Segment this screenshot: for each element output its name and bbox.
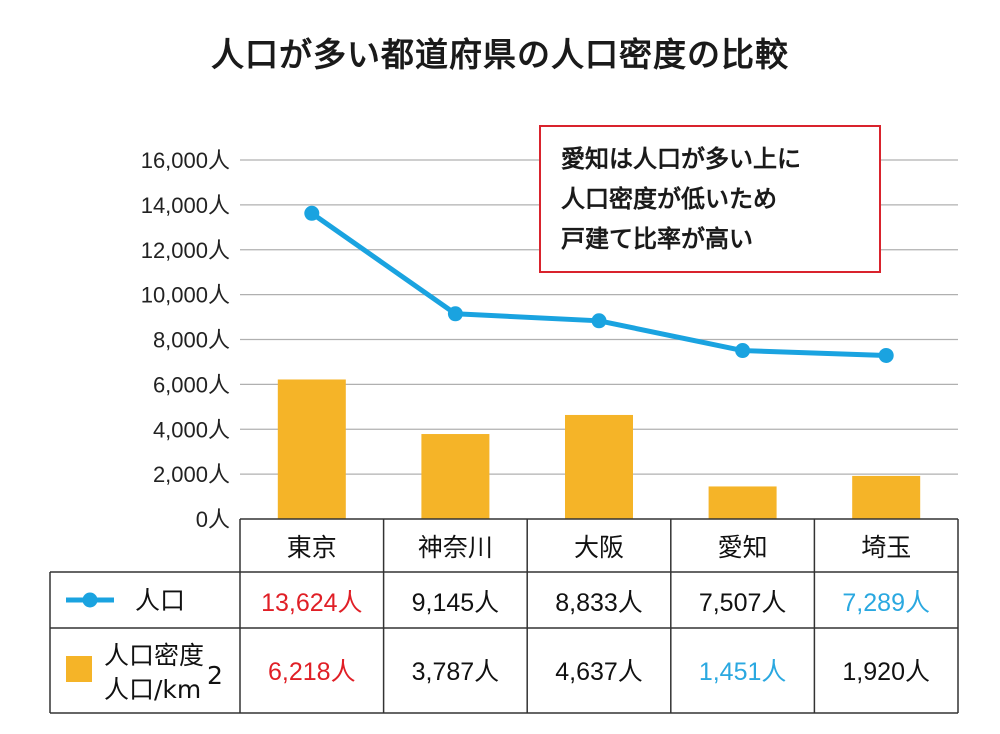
category-label: 愛知 xyxy=(718,533,768,562)
density-cell: 1,920人 xyxy=(842,658,930,686)
category-label: 神奈川 xyxy=(418,533,493,562)
callout-line-2: 人口密度が低いため xyxy=(561,185,777,213)
row-label-density-unit: 人口/km xyxy=(104,675,201,704)
population-cell: 8,833人 xyxy=(555,589,643,617)
y-tick-label: 6,000人 xyxy=(153,372,230,397)
chart-title: 人口が多い都道府県の人口密度の比較 xyxy=(211,35,789,74)
callout-line-3: 戸建て比率が高い xyxy=(561,225,753,253)
row-label-density: 人口密度 xyxy=(104,641,204,670)
population-point xyxy=(735,343,751,359)
legend-bar-icon xyxy=(66,656,92,682)
row-label-population: 人口 xyxy=(135,586,185,615)
population-cell: 7,507人 xyxy=(699,589,787,617)
bar xyxy=(421,434,490,519)
population-point xyxy=(447,306,463,322)
population-cell: 9,145人 xyxy=(412,589,500,617)
legend-dot-icon xyxy=(82,592,98,608)
y-tick-label: 0人 xyxy=(196,507,230,532)
annotation-callout: 愛知は人口が多い上に 人口密度が低いため 戸建て比率が高い xyxy=(539,125,881,273)
density-cell: 6,218人 xyxy=(268,658,356,686)
bar xyxy=(708,486,777,519)
population-point xyxy=(304,205,320,221)
row-label-density-sup: 2 xyxy=(207,661,223,690)
category-label: 東京 xyxy=(287,533,337,562)
y-tick-label: 4,000人 xyxy=(153,417,230,442)
population-cell: 7,289人 xyxy=(842,589,930,617)
bar xyxy=(852,475,921,519)
y-tick-label: 16,000人 xyxy=(141,148,230,173)
y-tick-label: 14,000人 xyxy=(141,193,230,218)
density-cell: 1,451人 xyxy=(699,658,787,686)
y-tick-label: 2,000人 xyxy=(153,462,230,487)
category-label: 埼玉 xyxy=(861,533,911,562)
population-point xyxy=(591,313,607,329)
population-point xyxy=(878,347,894,363)
y-tick-label: 8,000人 xyxy=(153,328,230,353)
bar xyxy=(277,379,346,519)
density-cell: 4,637人 xyxy=(555,658,643,686)
y-tick-label: 12,000人 xyxy=(141,238,230,263)
callout-line-1: 愛知は人口が多い上に xyxy=(561,145,801,173)
y-tick-label: 10,000人 xyxy=(141,283,230,308)
category-label: 大阪 xyxy=(574,533,624,562)
density-cell: 3,787人 xyxy=(412,658,500,686)
population-cell: 13,624人 xyxy=(261,589,362,617)
bar xyxy=(565,414,633,519)
